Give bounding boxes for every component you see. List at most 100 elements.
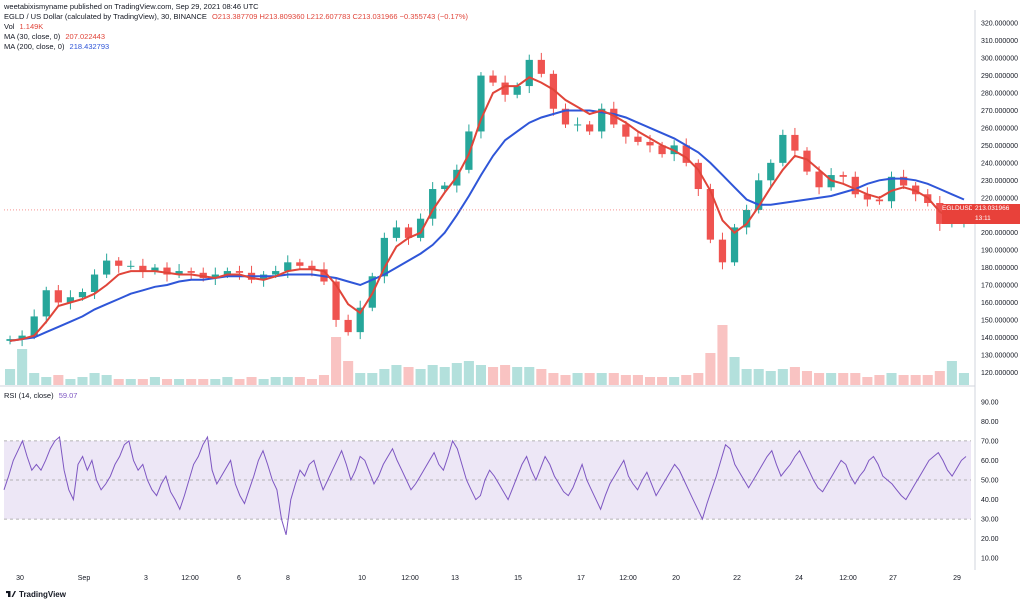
volume-bar [222, 377, 233, 385]
candle-body [90, 274, 99, 292]
volume-bar [29, 373, 40, 385]
tradingview-logo[interactable]: TradingView [6, 590, 66, 599]
volume-bar [125, 379, 136, 385]
volume-bar [536, 369, 547, 385]
volume-bar [258, 379, 269, 385]
volume-bar [705, 353, 716, 385]
candle-body [211, 274, 219, 279]
price-tick-label: 160.000000 [981, 300, 1018, 307]
volume-bar [234, 379, 245, 385]
volume-bar [270, 377, 281, 385]
candle-body [573, 124, 582, 126]
volume-bar [958, 373, 969, 385]
volume-bar [789, 367, 800, 385]
candle-body [718, 239, 727, 263]
candle-body [30, 316, 38, 336]
volume-bar [886, 373, 897, 385]
time-tick-label: 20 [672, 575, 680, 582]
volume-bar [838, 373, 849, 385]
time-tick-label: 3 [144, 575, 148, 582]
ma200-value: 218.432793 [69, 42, 110, 51]
ohlc-values: O213.387709 H213.809360 L212.607783 C213… [211, 12, 469, 21]
candle-body [513, 86, 521, 95]
volume-bar [113, 379, 124, 385]
tradingview-logo-icon [6, 591, 16, 597]
candle-body [815, 171, 823, 188]
candle-body [465, 131, 473, 170]
volume-bar [161, 379, 173, 385]
price-tick-label: 180.000000 [981, 265, 1018, 272]
rsi-band [4, 440, 971, 520]
candle-body [839, 175, 847, 177]
volume-bar [500, 365, 511, 385]
volume-bar [934, 371, 945, 385]
volume-bar [5, 369, 16, 385]
volume-bar [210, 379, 221, 385]
rsi-tick-label: 20.00 [981, 536, 999, 543]
legend-ma30: MA (30, close, 0) 207.022443 [4, 32, 108, 41]
rsi-tick-label: 40.00 [981, 497, 999, 504]
time-tick-label: 27 [889, 575, 897, 582]
volume-bar [898, 375, 909, 385]
price-tick-label: 170.000000 [981, 283, 1018, 290]
volume-bar [669, 377, 680, 385]
candle-body [730, 227, 739, 263]
time-tick-label: 29 [953, 575, 961, 582]
legend-ma200: MA (200, close, 0) 218.432793 [4, 42, 112, 51]
candle-body [791, 134, 799, 151]
candle-body [477, 75, 485, 132]
volume-bar [77, 377, 88, 385]
price-tick-label: 200.000000 [981, 230, 1018, 237]
candle-body [803, 150, 811, 172]
symbol-title: EGLD / US Dollar (calculated by TradingV… [4, 12, 207, 21]
volume-bar [946, 361, 957, 385]
time-tick-label: 12:00 [839, 575, 857, 582]
volume-bar [826, 373, 837, 385]
candle-body [646, 141, 654, 146]
volume-bar [282, 377, 293, 385]
price-tick-label: 270.000000 [981, 108, 1018, 115]
time-tick-label: 10 [358, 575, 366, 582]
time-tick-label: 13 [451, 575, 459, 582]
volume-bar [306, 379, 317, 385]
candle-body [78, 291, 87, 298]
volume-bar [331, 337, 342, 385]
volume-bar [801, 371, 813, 385]
price-tick-label: 290.000000 [981, 73, 1018, 80]
price-tick-label: 320.000000 [981, 21, 1018, 28]
time-tick-label: 24 [795, 575, 803, 582]
candle-body [863, 194, 871, 200]
price-tick-label: 120.000000 [981, 370, 1018, 377]
volume-bar [343, 361, 354, 385]
rsi-series-line [3, 435, 967, 535]
candle-body [501, 82, 509, 95]
candle-body [658, 145, 666, 155]
candle-body [127, 265, 135, 267]
volume-bar [367, 373, 378, 385]
last-price-tag: 213.031966 13:11 [972, 203, 1020, 224]
candle-body [66, 297, 75, 303]
candle-body [682, 145, 690, 163]
volume-bar [548, 373, 559, 385]
volume-bar [657, 377, 668, 385]
rsi-value: 59.07 [58, 391, 78, 400]
volume-bar [777, 369, 788, 385]
volume-bar [608, 373, 619, 385]
time-tick-label: 12:00 [401, 575, 419, 582]
time-tick-label: Sep [78, 575, 91, 582]
volume-bar [910, 375, 921, 385]
candle-body [344, 319, 352, 333]
volume-bar [246, 377, 257, 385]
time-tick-label: 8 [286, 575, 290, 582]
candle-body [779, 134, 787, 163]
rsi-tick-label: 10.00 [981, 556, 999, 563]
rsi-line [3, 435, 967, 535]
volume-bar [572, 373, 583, 385]
candle-body [380, 237, 388, 277]
price-tick-label: 150.000000 [981, 317, 1018, 324]
rsi-tick-label: 30.00 [981, 517, 999, 524]
volume-bar [89, 373, 100, 385]
time-tick-label: 12:00 [181, 575, 199, 582]
candle-body [694, 162, 702, 190]
